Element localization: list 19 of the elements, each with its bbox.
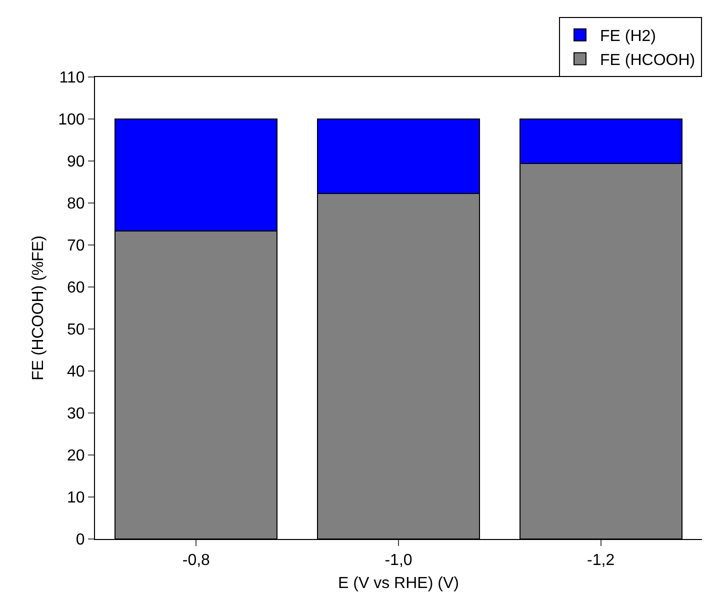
y-tick-label: 80: [67, 196, 85, 213]
legend-label: FE (HCOOH): [600, 52, 696, 69]
y-tick-label: 110: [59, 70, 85, 87]
y-tick-label: 40: [67, 364, 85, 381]
y-tick-label: 90: [67, 154, 85, 171]
y-tick-label: 20: [67, 448, 85, 465]
y-tick-label: 30: [67, 406, 85, 423]
y-tick-label: 10: [67, 490, 85, 507]
x-tick-label: -1,0: [384, 552, 412, 570]
y-tick-label: 100: [58, 112, 85, 129]
x-tick-label: -1,2: [587, 552, 615, 570]
y-axis-title: FE (HCOOH) (%FE): [30, 236, 47, 380]
x-tick-label: -0,8: [182, 552, 210, 570]
y-tick-label: 60: [67, 280, 85, 297]
legend-label: FE (H2): [600, 28, 656, 46]
y-tick-label: 0: [76, 532, 85, 549]
y-tick-label: 50: [67, 322, 85, 339]
x-axis-title: E (V vs RHE) (V): [338, 574, 459, 592]
y-tick-label: 70: [67, 238, 85, 255]
